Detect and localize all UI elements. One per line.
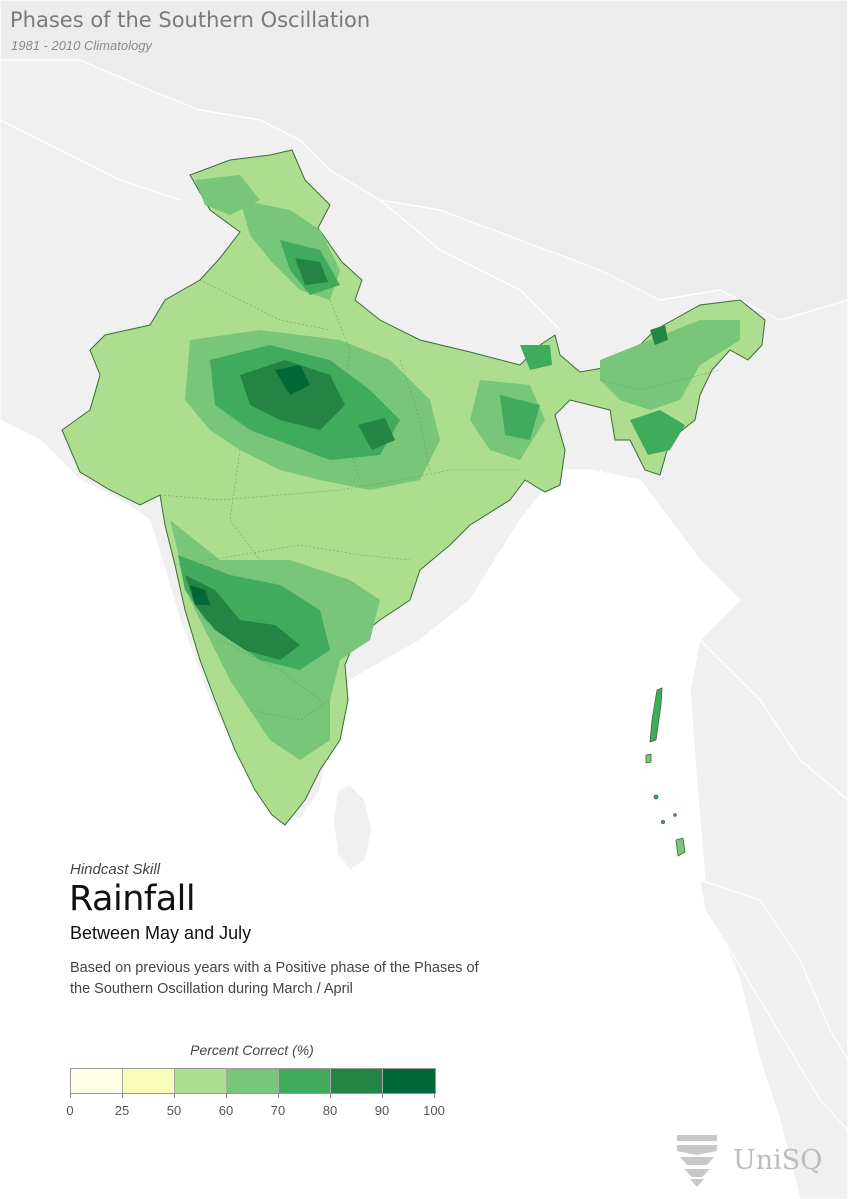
legend-swatch [227, 1069, 279, 1093]
info-description: Based on previous years with a Positive … [70, 960, 479, 997]
legend-tick-label: 100 [423, 1103, 445, 1118]
info-subhead: Between May and July [70, 923, 252, 943]
legend-swatch [279, 1069, 331, 1093]
legend-tick-mark [226, 1093, 227, 1098]
legend-color-bar [70, 1068, 436, 1094]
legend-tick-mark [70, 1093, 71, 1098]
border-lines [0, 119, 848, 801]
legend-tick-label: 80 [322, 1103, 338, 1118]
legend-tick-mark [122, 1093, 123, 1098]
legend-swatch [331, 1069, 383, 1093]
unisq-logo-icon [677, 1135, 717, 1187]
info-headline: Rainfall [69, 879, 196, 919]
legend-tick-label: 70 [270, 1103, 286, 1118]
legend-tick-label: 60 [218, 1103, 234, 1118]
legend-tick-mark [434, 1093, 435, 1098]
legend-tick-mark [330, 1093, 331, 1098]
legend-tick-mark [382, 1093, 383, 1098]
legend-tick-label: 50 [166, 1103, 182, 1118]
legend-swatch [123, 1069, 175, 1093]
legend-title: Percent Correct (%) [190, 1042, 314, 1058]
unisq-logo-text: UniSQ [733, 1145, 823, 1176]
page-title: Phases of the Southern Oscillation [10, 8, 371, 32]
legend-swatch [71, 1069, 123, 1093]
legend-tick-label: 0 [66, 1103, 74, 1118]
legend-tick-mark [174, 1093, 175, 1098]
legend-tick-label: 90 [374, 1103, 390, 1118]
legend-swatch [175, 1069, 227, 1093]
info-eyebrow: Hindcast Skill [70, 861, 161, 878]
india-choropleth [61, 149, 766, 857]
legend-tick-label: 25 [114, 1103, 130, 1118]
page-subtitle: 1981 - 2010 Climatology [11, 38, 152, 53]
legend-tick-mark [278, 1093, 279, 1098]
legend-swatch [383, 1069, 435, 1093]
